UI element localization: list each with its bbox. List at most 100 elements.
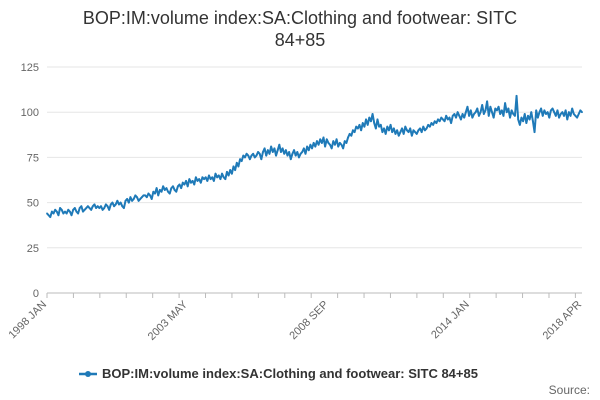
data-point: [494, 107, 497, 110]
data-point: [60, 208, 63, 211]
y-tick-label: 0: [33, 288, 39, 300]
data-point: [415, 133, 418, 135]
data-point: [540, 107, 542, 110]
data-point: [116, 199, 119, 202]
data-point: [440, 116, 443, 119]
data-point: [208, 174, 210, 177]
data-point: [564, 109, 567, 112]
data-point: [127, 201, 130, 204]
data-point: [466, 105, 469, 108]
data-point: [250, 154, 253, 157]
data-point: [388, 129, 390, 132]
data-point: [139, 198, 142, 200]
data-point: [201, 176, 204, 179]
data-point: [178, 183, 181, 186]
data-point: [499, 113, 502, 115]
data-point: [507, 107, 510, 110]
data-point: [522, 120, 524, 123]
data-point: [276, 149, 279, 152]
data-point: [111, 201, 114, 204]
data-point: [80, 205, 83, 208]
data-point: [222, 176, 225, 179]
data-point: [289, 158, 292, 161]
data-point: [214, 172, 217, 175]
y-tick-label: 100: [21, 107, 39, 119]
data-point: [451, 114, 454, 117]
data-point: [217, 174, 220, 177]
data-point: [57, 214, 60, 217]
data-point: [384, 133, 387, 135]
data-point: [263, 147, 266, 150]
data-point: [355, 125, 358, 128]
data-point: [118, 203, 120, 206]
data-point: [83, 208, 86, 211]
data-point: [538, 111, 541, 114]
data-point: [378, 125, 381, 128]
legend[interactable]: BOP:IM:volume index:SA:Clothing and foot…: [79, 366, 478, 381]
data-point: [551, 107, 554, 110]
data-point: [281, 147, 284, 150]
data-point: [509, 116, 511, 119]
data-point: [260, 158, 263, 161]
data-point: [455, 116, 457, 119]
data-point: [255, 154, 258, 157]
data-point: [504, 102, 506, 105]
data-point: [430, 122, 433, 124]
grid: [47, 66, 582, 294]
data-point: [140, 196, 143, 199]
data-point: [353, 131, 356, 133]
data-point: [432, 123, 435, 126]
data-point: [70, 214, 73, 217]
data-point: [535, 109, 538, 112]
chart-title-line-2: 84+85: [275, 30, 326, 50]
data-point: [386, 125, 389, 128]
data-point: [232, 165, 235, 168]
data-point: [286, 154, 289, 157]
chart-title-line-1: BOP:IM:volume index:SA:Clothing and foot…: [83, 8, 517, 28]
data-point: [229, 169, 232, 171]
data-point: [219, 178, 222, 181]
data-point: [476, 107, 479, 110]
data-point: [230, 172, 233, 175]
data-point: [75, 210, 78, 213]
data-point: [515, 95, 518, 97]
x-tick-label: 2008 SEP: [287, 299, 331, 343]
data-point: [301, 151, 304, 153]
data-point: [62, 212, 65, 215]
data-point: [481, 104, 484, 106]
data-point: [191, 180, 194, 182]
data-point: [154, 192, 156, 195]
data-point: [445, 114, 448, 117]
data-point: [419, 127, 421, 130]
data-point: [352, 129, 354, 132]
data-point: [121, 205, 124, 208]
data-point: [265, 154, 268, 157]
data-point: [206, 180, 209, 182]
data-point: [360, 129, 363, 132]
data-point: [252, 152, 255, 155]
legend-marker-dot: [85, 371, 91, 377]
data-point: [162, 185, 165, 188]
data-point: [136, 196, 138, 199]
series-line-0: [46, 94, 583, 219]
data-point: [325, 138, 328, 141]
data-point: [335, 138, 338, 141]
data-point: [145, 196, 148, 199]
data-point: [559, 113, 562, 115]
data-point: [561, 111, 564, 114]
data-point: [525, 122, 528, 124]
data-point: [574, 114, 577, 117]
data-point: [376, 118, 379, 121]
data-point: [512, 113, 515, 115]
data-point: [296, 151, 299, 153]
data-point: [65, 212, 68, 215]
data-point: [226, 170, 228, 173]
data-point: [486, 100, 489, 103]
data-point: [482, 113, 485, 115]
data-point: [216, 176, 219, 179]
data-point: [361, 122, 364, 124]
data-point: [181, 181, 184, 184]
data-point: [532, 120, 534, 123]
x-tick-label: 2018 APR: [541, 299, 585, 343]
data-point: [383, 127, 385, 130]
